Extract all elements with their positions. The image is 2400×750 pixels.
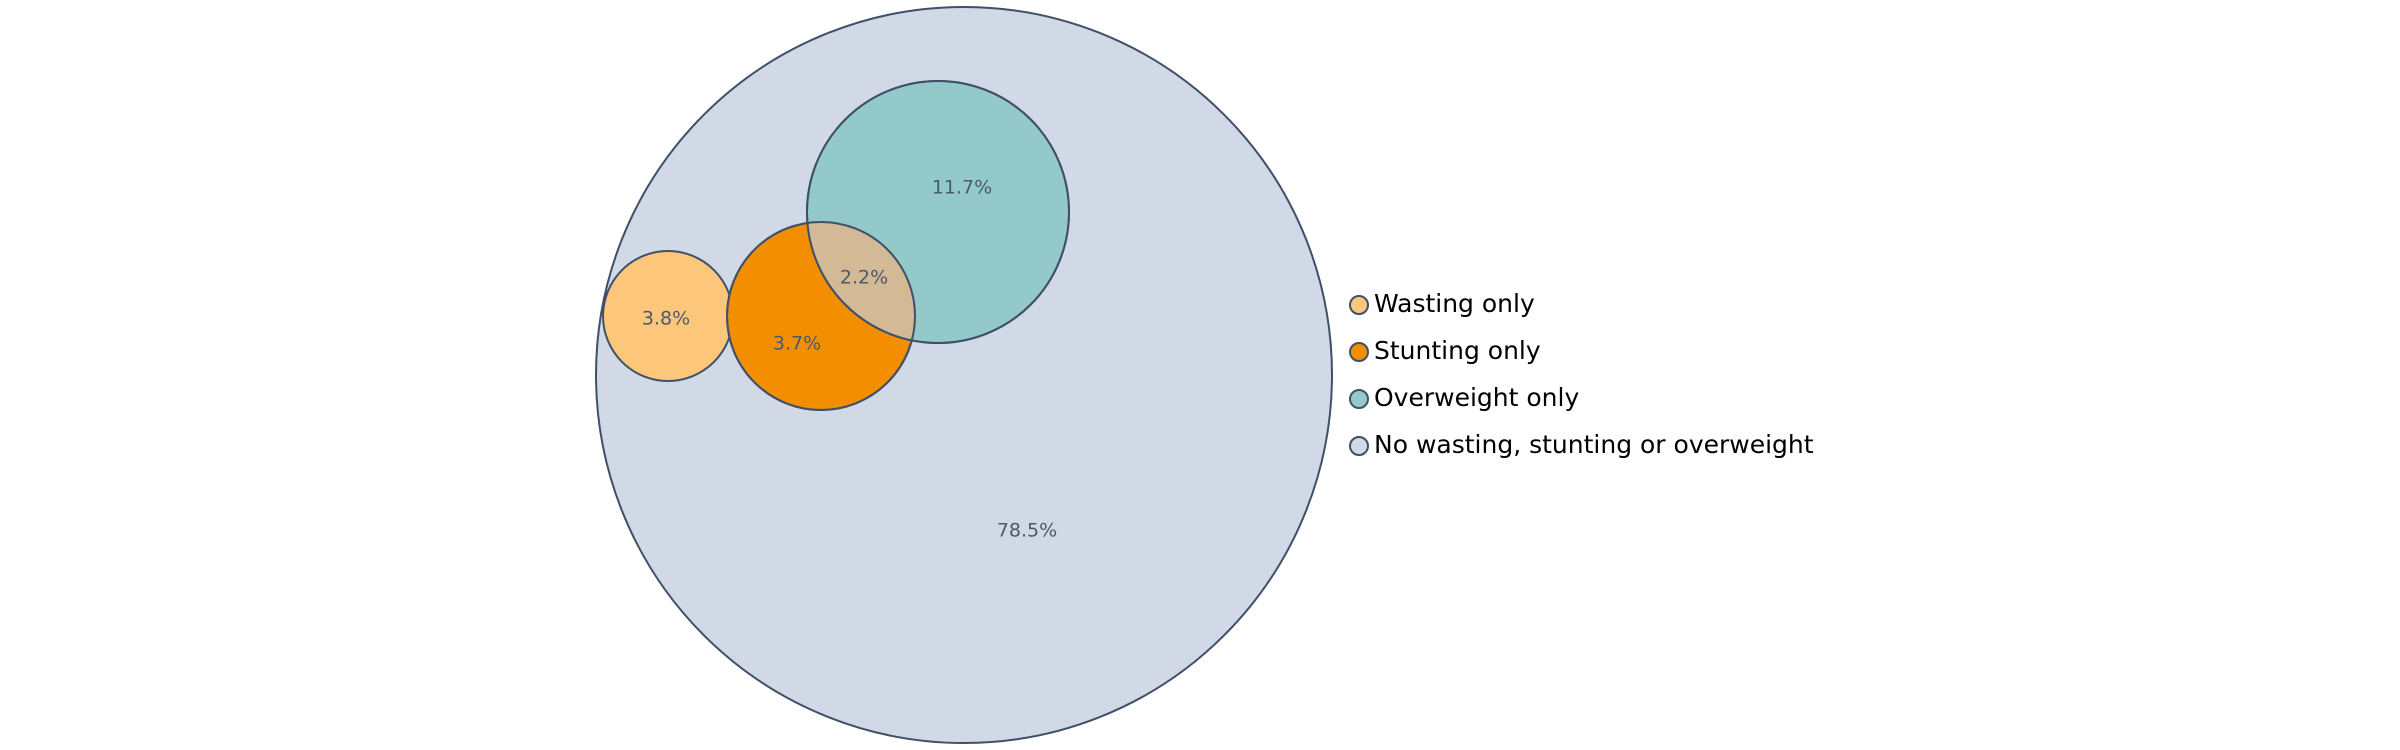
labels-layer: 3.8% 3.7% 11.7% 78.5% 2.2% — [642, 177, 1057, 542]
legend-label: Wasting only — [1374, 289, 1535, 318]
no-wasting-stunting-or-overweight-value-label: 78.5% — [997, 520, 1057, 542]
stunting-only-value-label: 3.7% — [773, 333, 821, 355]
legend-marker — [1349, 389, 1369, 409]
overlap-value-label: 2.2% — [840, 267, 888, 289]
legend-item-stunting-only: Stunting only — [1349, 336, 1541, 365]
legend-item-overweight-only: Overweight only — [1349, 383, 1579, 412]
legend-item-no-wasting-stunting-or-overweight: No wasting, stunting or overweight — [1349, 430, 1814, 459]
circles-layer — [595, 6, 1333, 744]
legend-label: Overweight only — [1374, 383, 1579, 412]
overweight-only-value-label: 11.7% — [932, 177, 992, 199]
legend: Wasting only Stunting only Overweight only… — [1349, 289, 1814, 459]
overlap-region — [807, 222, 915, 343]
legend-label: No wasting, stunting or overweight — [1374, 430, 1814, 459]
legend-marker — [1349, 342, 1369, 362]
wasting-only-value-label: 3.8% — [642, 308, 690, 330]
overweight-only-outline — [806, 80, 1070, 344]
legend-marker — [1349, 295, 1369, 315]
legend-item-wasting-only: Wasting only — [1349, 289, 1535, 318]
stunting-only-outline — [726, 221, 916, 411]
legend-label: Stunting only — [1374, 336, 1541, 365]
no-wasting-stunting-or-overweight-circle — [595, 6, 1333, 744]
legend-marker — [1349, 436, 1369, 456]
